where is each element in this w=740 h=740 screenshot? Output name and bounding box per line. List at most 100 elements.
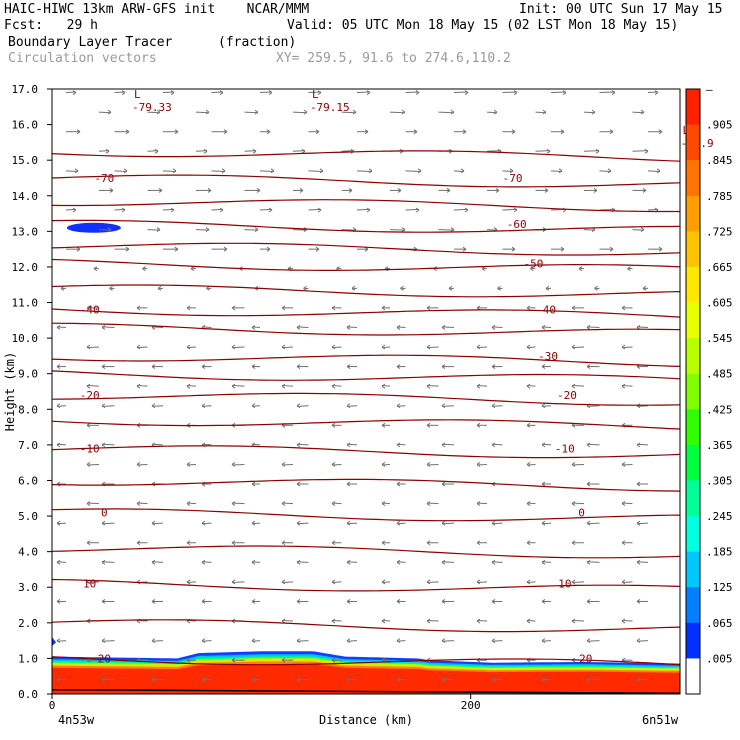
temperature-contour-2 — [51, 258, 681, 271]
vector-head-281 — [315, 246, 320, 252]
circulation-vector-309 — [502, 208, 518, 211]
colorbar-label: .725 — [706, 225, 733, 238]
vector-head-53 — [151, 599, 156, 604]
vector-head-171 — [426, 422, 431, 428]
vector-head-156 — [296, 442, 301, 448]
circulation-vector-33 — [441, 640, 455, 642]
circulation-vector-9 — [491, 678, 503, 681]
vector-head-340 — [154, 148, 159, 154]
y-tick-label: 9.0 — [18, 368, 38, 381]
circulation-vector-11 — [586, 678, 600, 681]
header-line1-left: HAIC-HIWC 13km ARW-GFS init NCAR/MMM — [4, 2, 310, 17]
vector-head-220 — [381, 344, 386, 350]
y-tick-label: 14.0 — [12, 190, 39, 203]
vector-head-35 — [491, 638, 496, 644]
circulation-vector-293 — [341, 229, 357, 231]
vector-head-170 — [381, 422, 386, 428]
vector-head-386 — [562, 90, 567, 95]
circulation-vector-307 — [405, 208, 420, 211]
circulation-vector-113 — [86, 502, 100, 505]
circulation-vector-367 — [292, 111, 308, 114]
circulation-vector-142 — [281, 463, 294, 466]
vector-head-190 — [136, 383, 141, 389]
circulation-vector-343 — [341, 150, 355, 152]
circulation-vector-329 — [259, 170, 275, 172]
vector-head-185 — [491, 403, 496, 409]
x-tick-label: 200 — [461, 699, 481, 712]
vector-head-387 — [611, 90, 616, 95]
vector-head-370 — [401, 109, 406, 115]
colorbar-swatch-1 — [686, 124, 700, 161]
vector-head-141 — [186, 462, 191, 467]
circulation-vector-45 — [426, 619, 439, 622]
vector-head-221 — [426, 344, 431, 350]
vector-head-63 — [636, 599, 641, 604]
vector-head-242 — [231, 305, 236, 311]
vector-head-381 — [317, 90, 322, 95]
vector-head-18 — [281, 657, 286, 663]
vector-head-365 — [156, 109, 161, 115]
vector-head-226 — [56, 325, 61, 330]
vector-head-318 — [299, 188, 304, 193]
vector-head-216 — [186, 344, 191, 350]
temperature-contour-14 — [51, 322, 681, 336]
vector-head-179 — [201, 403, 206, 409]
vector-head-83 — [396, 559, 401, 565]
contour-label: -50 — [524, 257, 544, 270]
vector-head-92 — [231, 540, 236, 546]
vector-head-52 — [101, 599, 106, 604]
circulation-vector-152 — [151, 443, 164, 446]
vector-head-325 — [642, 188, 647, 193]
circulation-vector-288 — [98, 229, 112, 231]
circulation-vector-141 — [231, 463, 245, 466]
vector-head-119 — [331, 501, 336, 507]
vector-head-117 — [231, 501, 236, 507]
vector-head-138 — [636, 481, 641, 487]
vector-head-287 — [609, 246, 614, 252]
circulation-vector-6 — [346, 678, 358, 681]
circulation-vector-221 — [476, 346, 488, 349]
tracer-blob-edge — [52, 637, 56, 646]
circulation-vector-380 — [308, 91, 322, 94]
vector-head-71 — [426, 579, 431, 585]
circulation-vector-188 — [86, 385, 100, 387]
vector-head-335 — [509, 168, 514, 174]
colorbar-swatch-5 — [686, 266, 700, 304]
vector-head-203 — [151, 364, 156, 370]
vector-head-359 — [462, 129, 467, 135]
vector-head-148 — [526, 462, 531, 467]
circulation-vector-121 — [476, 502, 488, 505]
minimum-marker: L — [312, 88, 319, 101]
vector-head-305 — [268, 207, 273, 213]
vector-head-289 — [107, 227, 112, 232]
circulation-vector-42 — [281, 619, 294, 622]
colorbar-swatch-16 — [686, 658, 700, 695]
circulation-vector-230 — [296, 326, 309, 328]
vector-head-76 — [56, 559, 61, 565]
circulation-vector-156 — [346, 443, 358, 446]
vector-head-91 — [186, 540, 191, 546]
vector-head-362 — [609, 129, 614, 135]
circulation-vector-338 — [98, 150, 110, 152]
terrain-line — [51, 688, 681, 695]
vector-head-115 — [136, 501, 141, 507]
circulation-vector-84 — [491, 561, 503, 563]
temperature-contour-19 — [51, 619, 681, 633]
vector-head-373 — [542, 109, 547, 115]
vector-head-349 — [595, 148, 600, 154]
colorbar-label: .785 — [706, 190, 733, 203]
vector-head-147 — [476, 462, 481, 467]
temperature-contour-9 — [51, 656, 681, 666]
vector-head-191 — [186, 383, 191, 389]
vector-head-372 — [493, 109, 498, 115]
vector-head-324 — [593, 188, 598, 193]
circulation-vector-139 — [136, 463, 148, 466]
colorbar-swatch-13 — [686, 551, 700, 588]
vector-head-47 — [476, 618, 481, 624]
y-tick-label: 6.0 — [18, 474, 38, 487]
vector-head-320 — [397, 188, 402, 193]
vector-head-54 — [201, 599, 206, 604]
circulation-vector-146 — [476, 463, 488, 466]
y-tick-label: 7.0 — [18, 439, 38, 452]
circulation-vector-195 — [426, 385, 439, 387]
